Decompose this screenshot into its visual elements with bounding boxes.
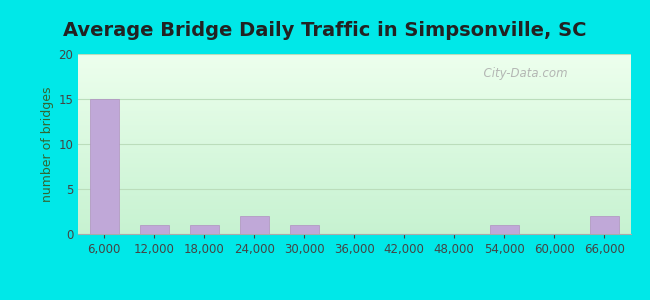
Bar — [489, 225, 519, 234]
Bar — [290, 225, 319, 234]
Text: City-Data.com: City-Data.com — [476, 67, 567, 80]
Text: Average Bridge Daily Traffic in Simpsonville, SC: Average Bridge Daily Traffic in Simpsonv… — [63, 21, 587, 40]
Bar — [590, 216, 619, 234]
Bar — [190, 225, 219, 234]
Y-axis label: number of bridges: number of bridges — [41, 86, 54, 202]
Bar — [90, 99, 119, 234]
Bar — [140, 225, 169, 234]
Bar — [240, 216, 269, 234]
